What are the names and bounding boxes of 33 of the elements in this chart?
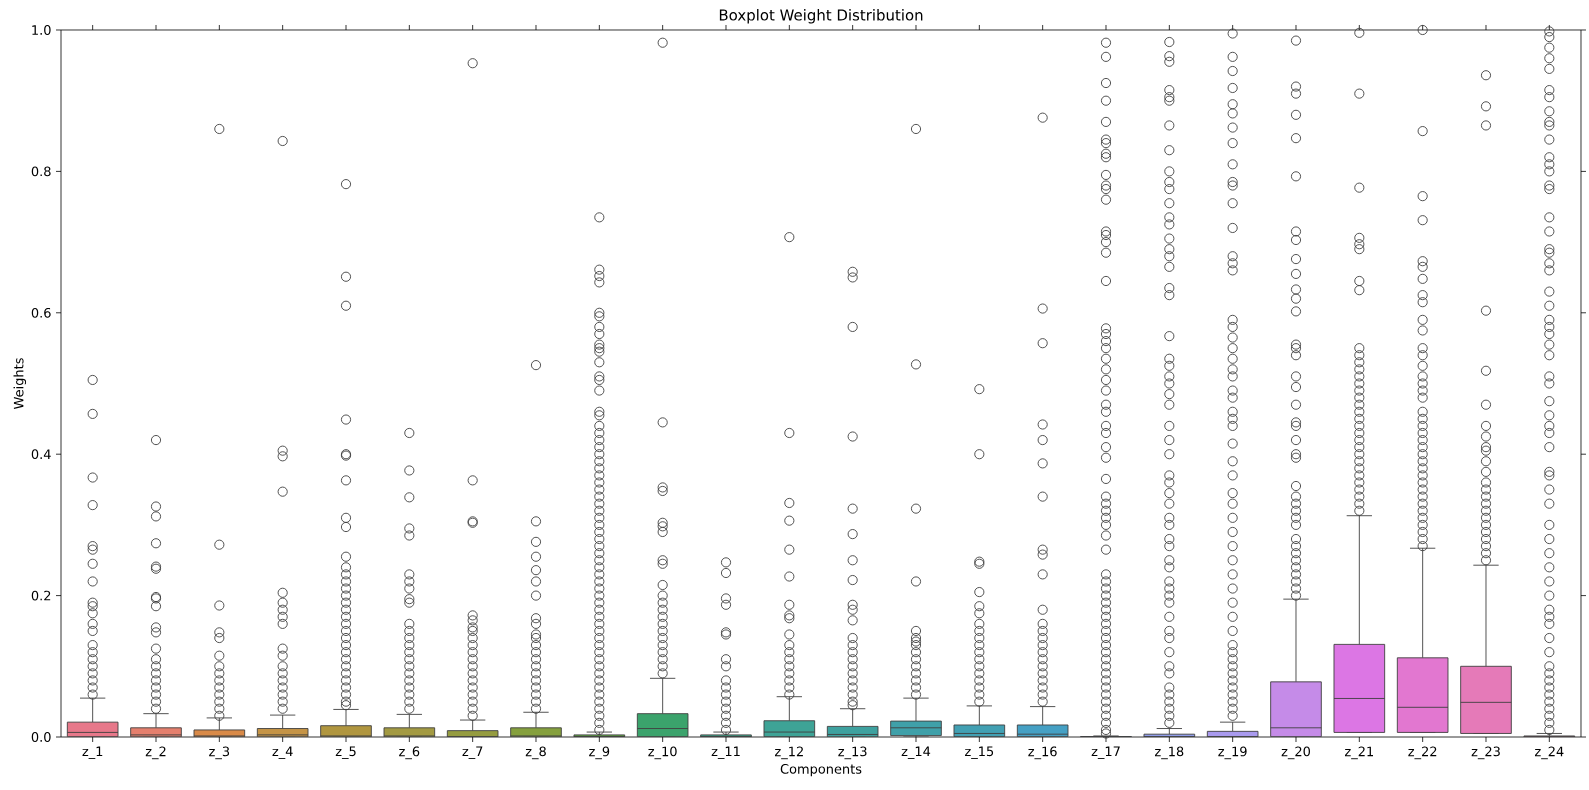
y-tick-label: 0.2: [31, 590, 51, 601]
x-tick-label: z_8: [525, 746, 546, 760]
x-tick-label: z_3: [209, 746, 230, 760]
x-tick-label: z_1: [82, 746, 103, 760]
y-tick-label: 0.4: [31, 449, 51, 460]
x-tick-label: z_9: [589, 746, 610, 760]
x-tick-label: z_4: [272, 746, 293, 760]
chart-title: Boxplot Weight Distribution: [719, 9, 923, 24]
y-axis-title: Weights: [13, 358, 27, 409]
x-tick-label: z_24: [1535, 746, 1564, 760]
x-tick-label: z_14: [901, 746, 931, 760]
y-tick-label: 1.0: [32, 25, 51, 35]
x-tick-label: z_16: [1028, 746, 1057, 760]
x-tick-label: z_10: [648, 746, 677, 760]
x-tick-label: z_6: [399, 746, 420, 760]
y-tick-label: 0.0: [31, 732, 51, 742]
x-tick-label: z_7: [462, 746, 483, 760]
x-tick-label: z_5: [335, 746, 356, 760]
x-tick-label: z_13: [838, 746, 867, 760]
x-tick-label: z_23: [1471, 746, 1500, 760]
x-tick-label: z_17: [1091, 746, 1120, 760]
x-tick-label: z_12: [775, 746, 803, 760]
x-tick-label: z_20: [1281, 746, 1310, 760]
x-axis-title: Components: [780, 764, 862, 777]
x-tick-label: z_11: [711, 746, 740, 760]
y-tick-label: 0.8: [31, 166, 51, 177]
x-tick-label: z_15: [965, 746, 994, 760]
x-tick-label: z_21: [1345, 746, 1374, 760]
x-tick-label: z_19: [1218, 746, 1247, 760]
x-tick-label: z_22: [1408, 746, 1437, 760]
y-tick-label: 0.6: [31, 307, 51, 318]
x-tick-label: z_18: [1155, 746, 1184, 760]
x-tick-label: z_2: [145, 746, 166, 760]
